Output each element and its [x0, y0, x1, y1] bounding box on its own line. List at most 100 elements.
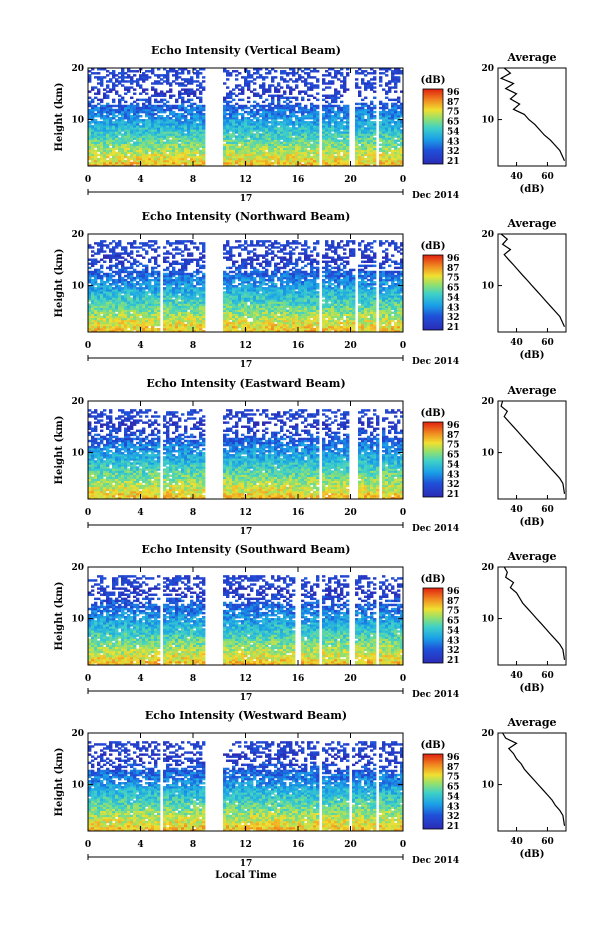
x-tick-label: 12 — [239, 508, 252, 518]
day-label: 17 — [240, 194, 253, 204]
colorbar-label: (dB) — [421, 740, 446, 751]
colorbar-tick-label: 32 — [447, 313, 460, 323]
colorbar-label: (dB) — [421, 574, 446, 585]
average-x-tick-label: 40 — [510, 671, 523, 681]
average-x-tick-label: 40 — [510, 505, 523, 515]
average-profile: Average 40 60 20 10 (dB) — [481, 51, 567, 195]
x-tick-label: 20 — [344, 175, 357, 185]
x-tick-label: 0 — [400, 840, 406, 850]
average-x-label: (dB) — [520, 517, 545, 528]
colorbar-tick-label: 21 — [447, 490, 460, 500]
colorbar-tick-label: 75 — [447, 773, 460, 783]
x-tick-label: 0 — [400, 674, 406, 684]
date-label: Dec 2014 — [412, 191, 459, 201]
colorbar — [422, 587, 444, 664]
average-title: Average — [506, 550, 556, 563]
x-tick-label: 0 — [85, 840, 91, 850]
x-tick-label: 16 — [292, 840, 305, 850]
x-tick-label: 20 — [344, 341, 357, 351]
y-tick-label: 20 — [71, 563, 84, 573]
x-tick-label: 20 — [344, 674, 357, 684]
panel-1: Echo Intensity (Vertical Beam) Height (km… — [54, 44, 567, 204]
colorbar-tick-label: 54 — [447, 626, 460, 636]
average-line — [500, 400, 566, 494]
heatmap-cells — [88, 741, 404, 832]
colorbar-tick-label: 21 — [447, 822, 460, 832]
x-tick-label: 20 — [344, 840, 357, 850]
colorbar-tick-label: 54 — [447, 792, 460, 802]
average-y-tick-label: 20 — [481, 64, 494, 74]
colorbar-tick-label: 32 — [447, 812, 460, 822]
colorbar-label: (dB) — [421, 408, 446, 419]
x-tick-label: 8 — [190, 674, 196, 684]
x-tick-label: 12 — [239, 840, 252, 850]
colorbar-tick-label: 87 — [447, 597, 460, 607]
date-label: Dec 2014 — [412, 856, 459, 866]
colorbar-tick-label: 43 — [447, 636, 460, 646]
average-profile: Average 40 60 20 10 (dB) — [481, 217, 567, 361]
average-profile: Average 40 60 20 10 (dB) — [481, 384, 567, 528]
average-x-tick-label: 60 — [541, 338, 554, 348]
y-axis-label: Height (km) — [54, 582, 65, 651]
average-frame — [497, 67, 567, 167]
colorbar-tick-label: 87 — [447, 264, 460, 274]
x-tick-label: 0 — [85, 175, 91, 185]
date-label: Dec 2014 — [412, 690, 459, 700]
colorbar-label: (dB) — [421, 241, 446, 252]
colorbar-tick-label: 75 — [447, 607, 460, 617]
panel-5: Echo Intensity (Westward Beam) Height (km… — [54, 709, 567, 869]
average-y-tick-label: 20 — [481, 729, 494, 739]
average-line — [499, 67, 566, 162]
colorbar-tick-label: 65 — [447, 617, 460, 627]
y-tick-label: 20 — [71, 64, 84, 74]
date-label: Dec 2014 — [412, 357, 459, 367]
y-tick-label: 10 — [71, 781, 84, 791]
colorbar-tick-label: 32 — [447, 646, 460, 656]
average-y-tick-label: 10 — [481, 116, 494, 126]
panel-4: Echo Intensity (Southward Beam) Height (k… — [54, 543, 567, 703]
colorbar-tick-label: 21 — [447, 656, 460, 666]
x-tick-label: 16 — [292, 508, 305, 518]
colorbar-tick-label: 75 — [447, 441, 460, 451]
average-x-tick-label: 60 — [541, 837, 554, 847]
average-frame — [497, 566, 567, 666]
average-profile: Average 40 60 20 10 (dB) — [481, 716, 567, 860]
colorbar — [422, 753, 444, 830]
y-tick-label: 20 — [71, 230, 84, 240]
average-y-tick-label: 10 — [481, 282, 494, 292]
colorbar-tick-label: 43 — [447, 470, 460, 480]
colorbar-tick-label: 75 — [447, 274, 460, 284]
heatmap-cells — [88, 575, 404, 666]
colorbar-label: (dB) — [421, 75, 446, 86]
x-tick-label: 0 — [400, 341, 406, 351]
colorbar-tick-label: 96 — [447, 753, 460, 763]
y-axis-label: Height (km) — [54, 748, 65, 817]
y-tick-label: 10 — [71, 449, 84, 459]
average-profile: Average 40 60 20 10 (dB) — [481, 550, 567, 694]
date-label: Dec 2014 — [412, 524, 459, 534]
y-axis-label: Height (km) — [54, 83, 65, 152]
colorbar-tick-label: 54 — [447, 293, 460, 303]
average-y-tick-label: 10 — [481, 449, 494, 459]
colorbar-tick-label: 87 — [447, 763, 460, 773]
x-tick-label: 20 — [344, 508, 357, 518]
heatmap-cells — [88, 409, 404, 500]
colorbar-tick-label: 54 — [447, 460, 460, 470]
average-frame — [497, 233, 567, 333]
y-tick-label: 20 — [71, 729, 84, 739]
colorbar-tick-label: 21 — [447, 323, 460, 333]
y-tick-label: 20 — [71, 397, 84, 407]
x-tick-label: 8 — [190, 341, 196, 351]
colorbar-tick-label: 21 — [447, 157, 460, 167]
heatmap-cells — [88, 68, 404, 167]
average-line — [503, 566, 566, 660]
average-x-tick-label: 40 — [510, 338, 523, 348]
average-title: Average — [506, 217, 556, 230]
average-x-label: (dB) — [520, 350, 545, 361]
colorbar-tick-label: 75 — [447, 108, 460, 118]
panel-2: Echo Intensity (Northward Beam) Height (k… — [54, 210, 567, 370]
colorbar-tick-label: 96 — [447, 587, 460, 597]
colorbar-tick-label: 43 — [447, 303, 460, 313]
colorbar-tick-label: 87 — [447, 98, 460, 108]
